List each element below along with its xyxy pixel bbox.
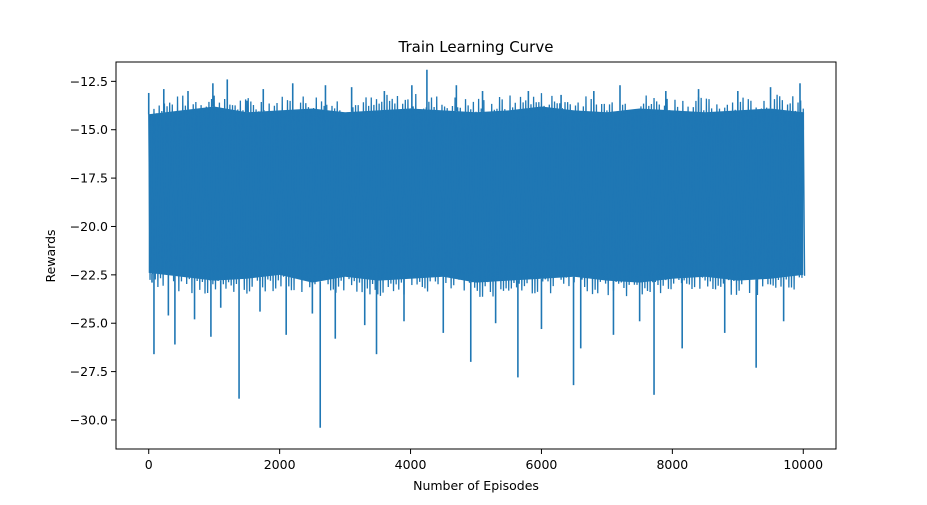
y-tick-label: −20.0 xyxy=(70,219,108,234)
x-tick-label: 10000 xyxy=(783,457,823,472)
y-axis: −12.5 −15.0 −17.5 −20.0 −22.5 −25.0 −27.5 −30.0 xyxy=(70,74,116,427)
x-tick-label: 0 xyxy=(145,457,153,472)
y-tick-label: −30.0 xyxy=(70,412,108,427)
y-tick-label: −15.0 xyxy=(70,122,108,137)
x-axis-label: Number of Episodes xyxy=(413,478,539,493)
y-tick-label: −27.5 xyxy=(70,364,108,379)
series-group xyxy=(147,69,806,428)
x-axis: 0 2000 4000 6000 8000 10000 xyxy=(145,449,823,472)
plot-frame xyxy=(115,61,837,450)
y-tick-label: −12.5 xyxy=(70,74,108,89)
x-tick-label: 8000 xyxy=(656,457,688,472)
x-tick-label: 4000 xyxy=(395,457,427,472)
y-tick-label: −17.5 xyxy=(70,171,108,186)
chart-title: Train Learning Curve xyxy=(398,38,554,56)
series-line xyxy=(148,93,806,297)
x-tick-label: 2000 xyxy=(264,457,296,472)
y-tick-label: −25.0 xyxy=(70,316,108,331)
x-tick-label: 6000 xyxy=(526,457,558,472)
y-tick-label: −22.5 xyxy=(70,267,108,282)
y-axis-label: Rewards xyxy=(43,229,58,282)
